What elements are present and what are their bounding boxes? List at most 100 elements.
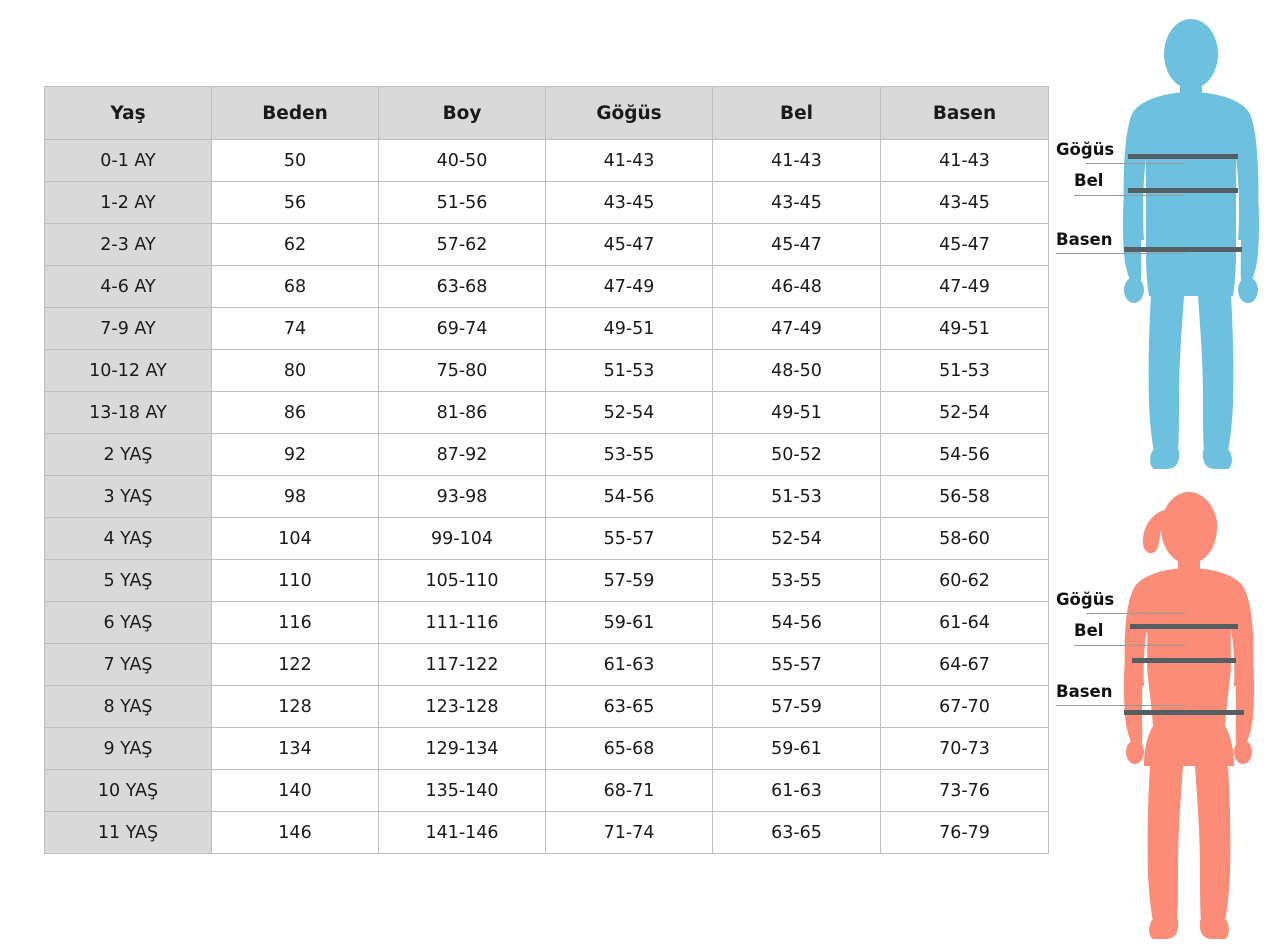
cell-size: 134 — [211, 727, 379, 770]
cell-waist: 59-61 — [712, 727, 881, 770]
column-header-size: Beden — [211, 86, 379, 140]
boy-silhouette-icon — [1122, 19, 1260, 469]
boy-chest-label: Göğüs — [1056, 140, 1115, 159]
cell-hip: 76-79 — [880, 811, 1049, 854]
cell-hip: 60-62 — [880, 559, 1049, 602]
girl-chest-label: Göğüs — [1056, 590, 1115, 609]
girl-waist-label: Bel — [1074, 621, 1104, 640]
cell-age: 7-9 AY — [44, 307, 212, 350]
cell-height: 135-140 — [378, 769, 546, 812]
table-row: 0-1 AY 50 40-50 41-43 41-43 41-43 — [44, 139, 1049, 182]
cell-height: 75-80 — [378, 349, 546, 392]
cell-hip: 47-49 — [880, 265, 1049, 308]
girl-hip-leader-line — [1056, 705, 1186, 706]
cell-height: 63-68 — [378, 265, 546, 308]
cell-height: 69-74 — [378, 307, 546, 350]
table-header-row: Yaş Beden Boy Göğüs Bel Basen — [44, 86, 1049, 140]
cell-size: 50 — [211, 139, 379, 182]
cell-age: 4 YAŞ — [44, 517, 212, 560]
cell-hip: 41-43 — [880, 139, 1049, 182]
cell-height: 57-62 — [378, 223, 546, 266]
cell-hip: 70-73 — [880, 727, 1049, 770]
cell-chest: 53-55 — [545, 433, 713, 476]
cell-chest: 57-59 — [545, 559, 713, 602]
table-row: 2 YAŞ 92 87-92 53-55 50-52 54-56 — [44, 433, 1049, 476]
waist-measure-line — [1132, 658, 1236, 663]
cell-chest: 63-65 — [545, 685, 713, 728]
cell-hip: 54-56 — [880, 433, 1049, 476]
girl-silhouette-icon — [1123, 492, 1255, 939]
column-header-hip: Basen — [880, 86, 1049, 140]
cell-waist: 52-54 — [712, 517, 881, 560]
cell-chest: 71-74 — [545, 811, 713, 854]
cell-age: 2-3 AY — [44, 223, 212, 266]
hip-measure-line — [1124, 247, 1242, 252]
cell-hip: 73-76 — [880, 769, 1049, 812]
cell-size: 56 — [211, 181, 379, 224]
table-row: 9 YAŞ 134 129-134 65-68 59-61 70-73 — [44, 727, 1049, 770]
cell-height: 141-146 — [378, 811, 546, 854]
cell-waist: 53-55 — [712, 559, 881, 602]
table-row: 10 YAŞ 140 135-140 68-71 61-63 73-76 — [44, 769, 1049, 812]
waist-measure-line — [1128, 188, 1238, 193]
cell-chest: 45-47 — [545, 223, 713, 266]
cell-size: 80 — [211, 349, 379, 392]
cell-size: 140 — [211, 769, 379, 812]
cell-size: 68 — [211, 265, 379, 308]
girl-hip-label: Basen — [1056, 682, 1113, 701]
cell-height: 93-98 — [378, 475, 546, 518]
cell-hip: 64-67 — [880, 643, 1049, 686]
table-row: 3 YAŞ 98 93-98 54-56 51-53 56-58 — [44, 475, 1049, 518]
table-row: 1-2 AY 56 51-56 43-45 43-45 43-45 — [44, 181, 1049, 224]
table-row: 5 YAŞ 110 105-110 57-59 53-55 60-62 — [44, 559, 1049, 602]
cell-age: 6 YAŞ — [44, 601, 212, 644]
boy-waist-label: Bel — [1074, 171, 1104, 190]
boy-chest-leader-line — [1086, 163, 1184, 164]
cell-chest: 55-57 — [545, 517, 713, 560]
table-row: 4-6 AY 68 63-68 47-49 46-48 47-49 — [44, 265, 1049, 308]
table-row: 13-18 AY 86 81-86 52-54 49-51 52-54 — [44, 391, 1049, 434]
cell-size: 110 — [211, 559, 379, 602]
cell-size: 122 — [211, 643, 379, 686]
girl-figure-block: Göğüs Bel Basen — [1056, 474, 1280, 948]
cell-chest: 68-71 — [545, 769, 713, 812]
cell-chest: 41-43 — [545, 139, 713, 182]
cell-size: 92 — [211, 433, 379, 476]
table-row: 7 YAŞ 122 117-122 61-63 55-57 64-67 — [44, 643, 1049, 686]
column-header-height: Boy — [378, 86, 546, 140]
cell-waist: 47-49 — [712, 307, 881, 350]
cell-hip: 49-51 — [880, 307, 1049, 350]
table-row: 11 YAŞ 146 141-146 71-74 63-65 76-79 — [44, 811, 1049, 854]
cell-height: 40-50 — [378, 139, 546, 182]
cell-chest: 59-61 — [545, 601, 713, 644]
cell-size: 104 — [211, 517, 379, 560]
cell-waist: 43-45 — [712, 181, 881, 224]
cell-chest: 43-45 — [545, 181, 713, 224]
cell-age: 3 YAŞ — [44, 475, 212, 518]
cell-hip: 67-70 — [880, 685, 1049, 728]
cell-hip: 51-53 — [880, 349, 1049, 392]
cell-waist: 50-52 — [712, 433, 881, 476]
cell-hip: 56-58 — [880, 475, 1049, 518]
table-body: 0-1 AY 50 40-50 41-43 41-43 41-43 1-2 AY 56 51-5… — [44, 139, 1049, 854]
cell-hip: 45-47 — [880, 223, 1049, 266]
boy-hip-leader-line — [1056, 253, 1186, 254]
cell-chest: 49-51 — [545, 307, 713, 350]
cell-waist: 49-51 — [712, 391, 881, 434]
cell-height: 117-122 — [378, 643, 546, 686]
cell-waist: 41-43 — [712, 139, 881, 182]
cell-waist: 55-57 — [712, 643, 881, 686]
cell-age: 10 YAŞ — [44, 769, 212, 812]
cell-age: 5 YAŞ — [44, 559, 212, 602]
size-chart-table: Yaş Beden Boy Göğüs Bel Basen 0-1 AY 50 40… — [44, 86, 1049, 854]
cell-size: 74 — [211, 307, 379, 350]
cell-size: 98 — [211, 475, 379, 518]
cell-height: 105-110 — [378, 559, 546, 602]
cell-size: 128 — [211, 685, 379, 728]
girl-chest-leader-line — [1086, 613, 1186, 614]
cell-age: 7 YAŞ — [44, 643, 212, 686]
cell-age: 2 YAŞ — [44, 433, 212, 476]
cell-chest: 47-49 — [545, 265, 713, 308]
boy-waist-leader-line — [1074, 195, 1184, 196]
table-row: 10-12 AY 80 75-80 51-53 48-50 51-53 — [44, 349, 1049, 392]
